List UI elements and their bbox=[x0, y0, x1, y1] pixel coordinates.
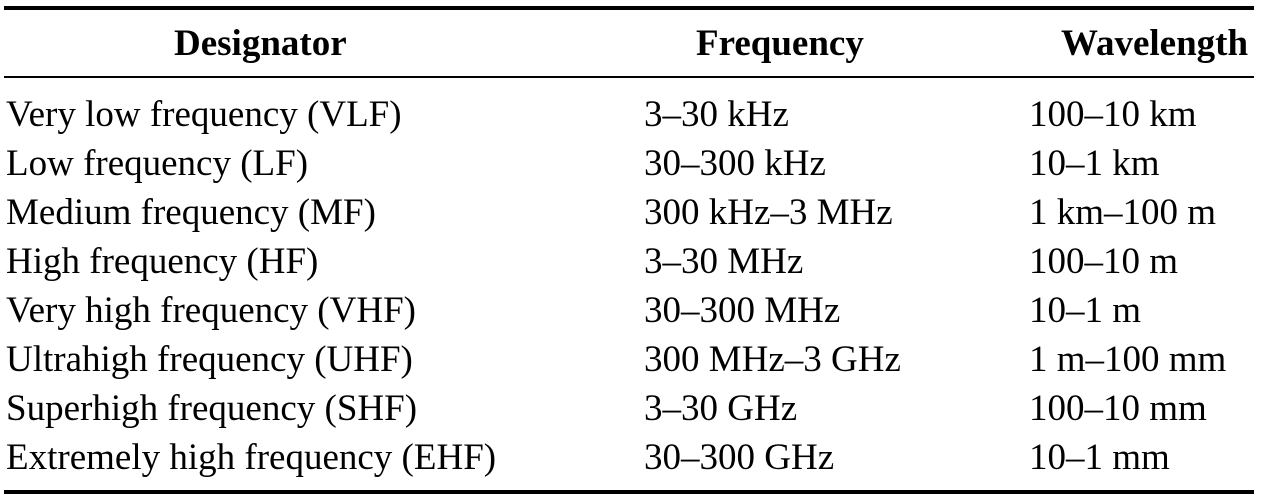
wavelength-cell: 10–1 mm bbox=[1029, 437, 1170, 478]
table-row: High frequency (HF) 3–30 MHz 100–10 m bbox=[4, 237, 1254, 286]
designator-cell: Very low frequency (VLF) bbox=[6, 94, 402, 135]
header-designator: Designator bbox=[174, 22, 347, 64]
wavelength-cell: 1 m–100 mm bbox=[1029, 339, 1227, 380]
table-row: Extremely high frequency (EHF) 30–300 GH… bbox=[4, 433, 1254, 482]
designator-cell: Superhigh frequency (SHF) bbox=[6, 388, 418, 429]
designator-cell: Extremely high frequency (EHF) bbox=[6, 437, 497, 478]
header-row: Designator Frequency Wavelength bbox=[4, 10, 1254, 76]
table-row: Superhigh frequency (SHF) 3–30 GHz 100–1… bbox=[4, 384, 1254, 433]
wavelength-cell: 1 km–100 m bbox=[1029, 192, 1217, 233]
wavelength-cell: 10–1 m bbox=[1029, 290, 1142, 331]
frequency-cell: 300 kHz–3 MHz bbox=[644, 192, 893, 233]
frequency-cell: 3–30 MHz bbox=[644, 241, 804, 282]
bottom-rule bbox=[4, 490, 1254, 494]
wavelength-cell: 100–10 m bbox=[1029, 241, 1179, 282]
table-row: Very low frequency (VLF) 3–30 kHz 100–10… bbox=[4, 90, 1254, 139]
frequency-cell: 3–30 GHz bbox=[644, 388, 798, 429]
table-row: Low frequency (LF) 30–300 kHz 10–1 km bbox=[4, 139, 1254, 188]
table-row: Very high frequency (VHF) 30–300 MHz 10–… bbox=[4, 286, 1254, 335]
wavelength-cell: 100–10 km bbox=[1029, 94, 1197, 135]
frequency-cell: 30–300 MHz bbox=[644, 290, 841, 331]
frequency-cell: 30–300 GHz bbox=[644, 437, 835, 478]
wavelength-cell: 100–10 mm bbox=[1029, 388, 1207, 429]
designator-cell: Low frequency (LF) bbox=[6, 143, 309, 184]
designator-cell: Very high frequency (VHF) bbox=[6, 290, 416, 331]
table-body: Very low frequency (VLF) 3–30 kHz 100–10… bbox=[4, 90, 1254, 482]
header-wavelength: Wavelength bbox=[1061, 22, 1249, 64]
header-rule bbox=[4, 76, 1254, 78]
designator-cell: High frequency (HF) bbox=[6, 241, 319, 282]
table-row: Medium frequency (MF) 300 kHz–3 MHz 1 km… bbox=[4, 188, 1254, 237]
header-frequency: Frequency bbox=[696, 22, 864, 64]
designator-cell: Ultrahigh frequency (UHF) bbox=[6, 339, 413, 380]
table: Designator Frequency Wavelength bbox=[4, 10, 1254, 76]
top-rule bbox=[4, 6, 1254, 10]
frequency-band-table: Designator Frequency Wavelength Very low… bbox=[4, 6, 1254, 494]
wavelength-cell: 10–1 km bbox=[1029, 143, 1160, 184]
designator-cell: Medium frequency (MF) bbox=[6, 192, 376, 233]
frequency-cell: 300 MHz–3 GHz bbox=[644, 339, 901, 380]
table-row: Ultrahigh frequency (UHF) 300 MHz–3 GHz … bbox=[4, 335, 1254, 384]
frequency-cell: 30–300 kHz bbox=[644, 143, 826, 184]
frequency-cell: 3–30 kHz bbox=[644, 94, 789, 135]
